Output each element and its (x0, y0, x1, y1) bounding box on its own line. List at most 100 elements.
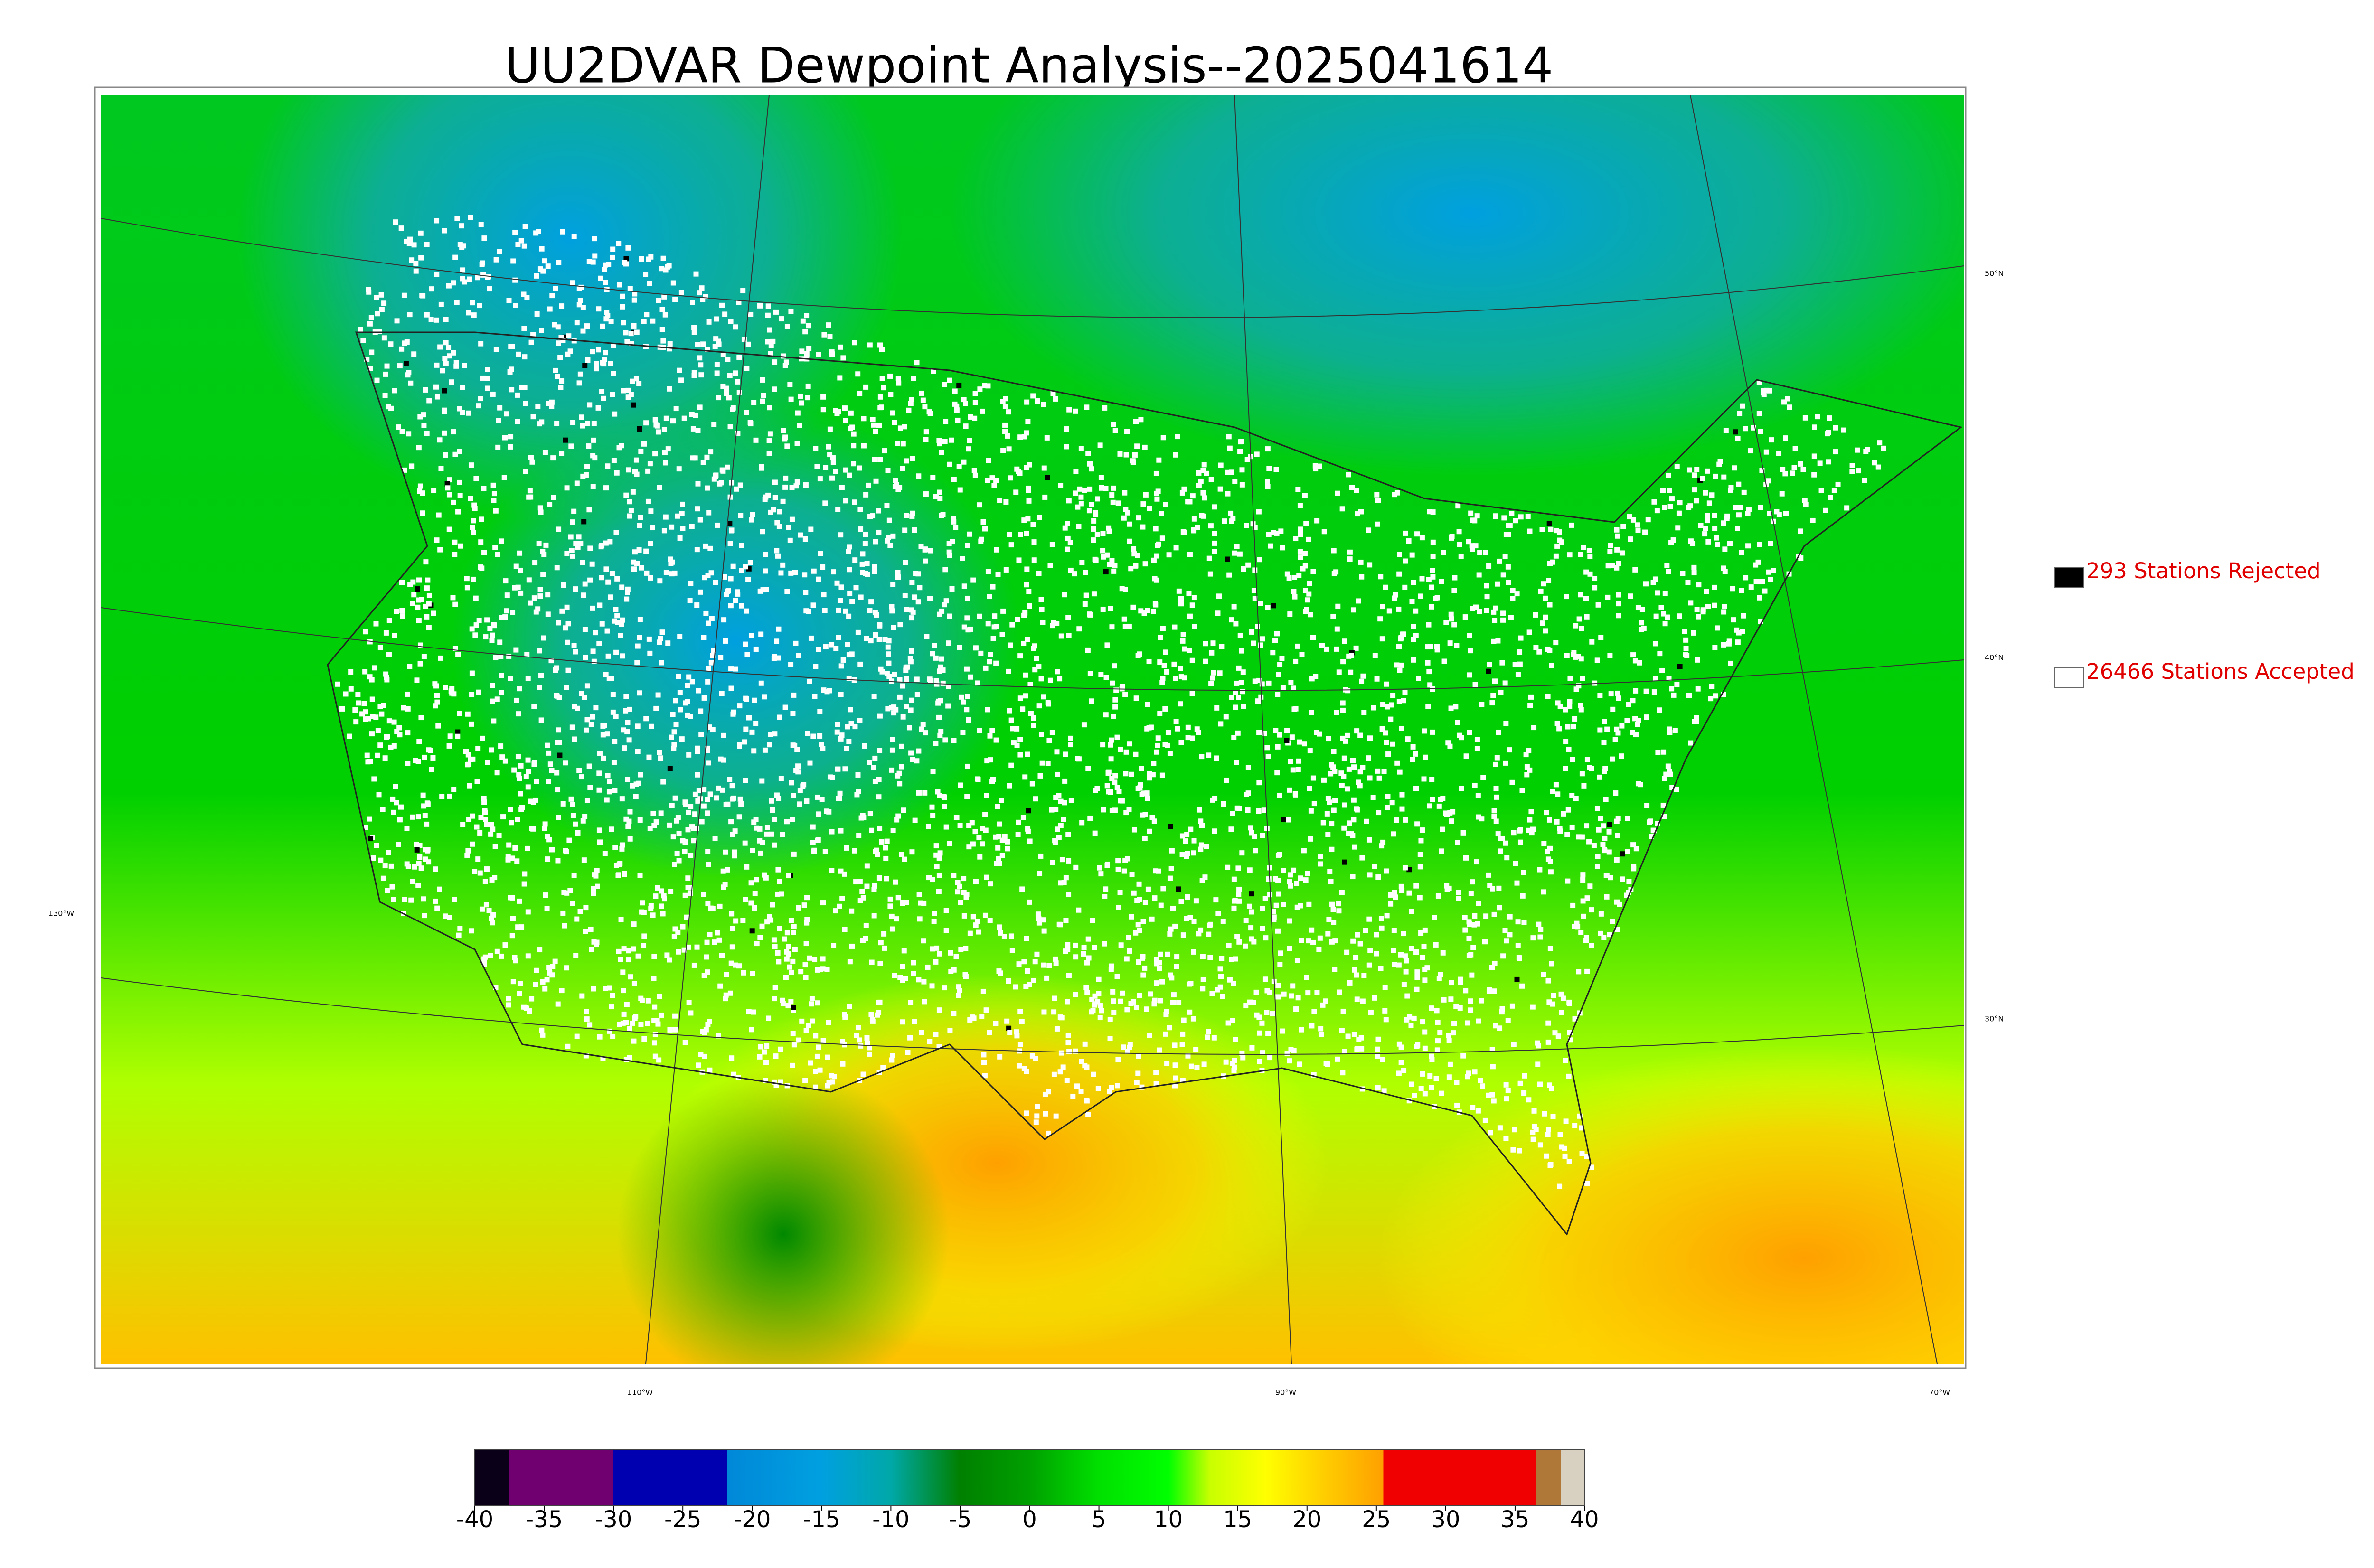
station (1500, 572, 1506, 578)
station (1341, 774, 1347, 779)
station (803, 975, 809, 980)
station (1627, 514, 1632, 520)
station (1667, 769, 1672, 774)
station (1467, 921, 1472, 927)
station (1084, 960, 1090, 966)
station (1849, 469, 1855, 474)
station (1447, 1061, 1453, 1067)
station (948, 968, 954, 974)
station (1036, 703, 1042, 709)
station (1078, 501, 1084, 507)
station (661, 294, 667, 300)
station (1768, 541, 1773, 546)
station (1307, 748, 1313, 754)
station (1267, 892, 1273, 898)
station (600, 323, 605, 329)
station (1073, 954, 1079, 960)
station (1169, 975, 1175, 981)
station (518, 763, 524, 769)
station (641, 933, 647, 939)
station (446, 743, 452, 749)
station (512, 845, 518, 851)
station (1200, 513, 1206, 519)
station (1271, 603, 1276, 609)
station (471, 502, 477, 508)
station (1051, 1009, 1057, 1015)
station (890, 410, 895, 416)
station (1358, 509, 1364, 515)
station (1247, 867, 1253, 873)
station (522, 385, 528, 390)
colorbar-tick-label: 10 (1154, 1506, 1183, 1533)
station (1456, 529, 1462, 535)
station (729, 1055, 735, 1061)
station (433, 384, 439, 390)
station (1374, 951, 1379, 957)
station (1378, 916, 1384, 921)
station (1339, 890, 1345, 895)
station (791, 851, 797, 857)
station (744, 410, 749, 415)
station (838, 584, 844, 590)
station (1091, 537, 1096, 543)
station (767, 431, 773, 437)
station (1147, 828, 1152, 834)
station (889, 604, 895, 610)
station (735, 589, 740, 595)
station (1318, 854, 1323, 859)
station (1691, 564, 1697, 570)
station (716, 338, 721, 344)
station (886, 674, 892, 679)
station (1104, 861, 1110, 867)
station (528, 339, 534, 345)
station (1728, 485, 1734, 490)
station (1265, 605, 1271, 610)
station (1103, 486, 1109, 491)
station (1058, 880, 1064, 886)
station (474, 779, 480, 784)
station (772, 996, 777, 1002)
station (746, 715, 752, 721)
station (753, 646, 759, 652)
station (1054, 1026, 1060, 1032)
station (1025, 516, 1031, 522)
station (509, 820, 514, 826)
station (912, 594, 917, 600)
station (1263, 935, 1269, 941)
station (1091, 526, 1096, 532)
station (893, 478, 898, 484)
station (831, 943, 837, 948)
station (1563, 766, 1568, 771)
station (936, 873, 942, 878)
station (942, 737, 948, 743)
station (612, 739, 618, 744)
station (806, 1023, 811, 1028)
station (937, 850, 943, 856)
station (1188, 1063, 1194, 1069)
station (563, 437, 568, 443)
station (1107, 1089, 1112, 1094)
station (552, 322, 557, 328)
station (1577, 1113, 1583, 1119)
station (410, 579, 416, 585)
station (835, 507, 841, 512)
station (1335, 603, 1341, 609)
station (872, 779, 878, 784)
station (889, 608, 895, 614)
station (412, 864, 417, 870)
station (623, 330, 629, 336)
station (1346, 472, 1351, 478)
station (657, 639, 662, 645)
station (808, 635, 814, 641)
station (1107, 562, 1112, 567)
station (1638, 782, 1643, 788)
station (743, 641, 748, 647)
station (964, 615, 970, 621)
station (1578, 656, 1584, 662)
station (370, 714, 376, 719)
station (1602, 847, 1607, 853)
station (1354, 488, 1359, 493)
station (353, 719, 359, 725)
station (1583, 596, 1589, 602)
station (451, 787, 457, 792)
